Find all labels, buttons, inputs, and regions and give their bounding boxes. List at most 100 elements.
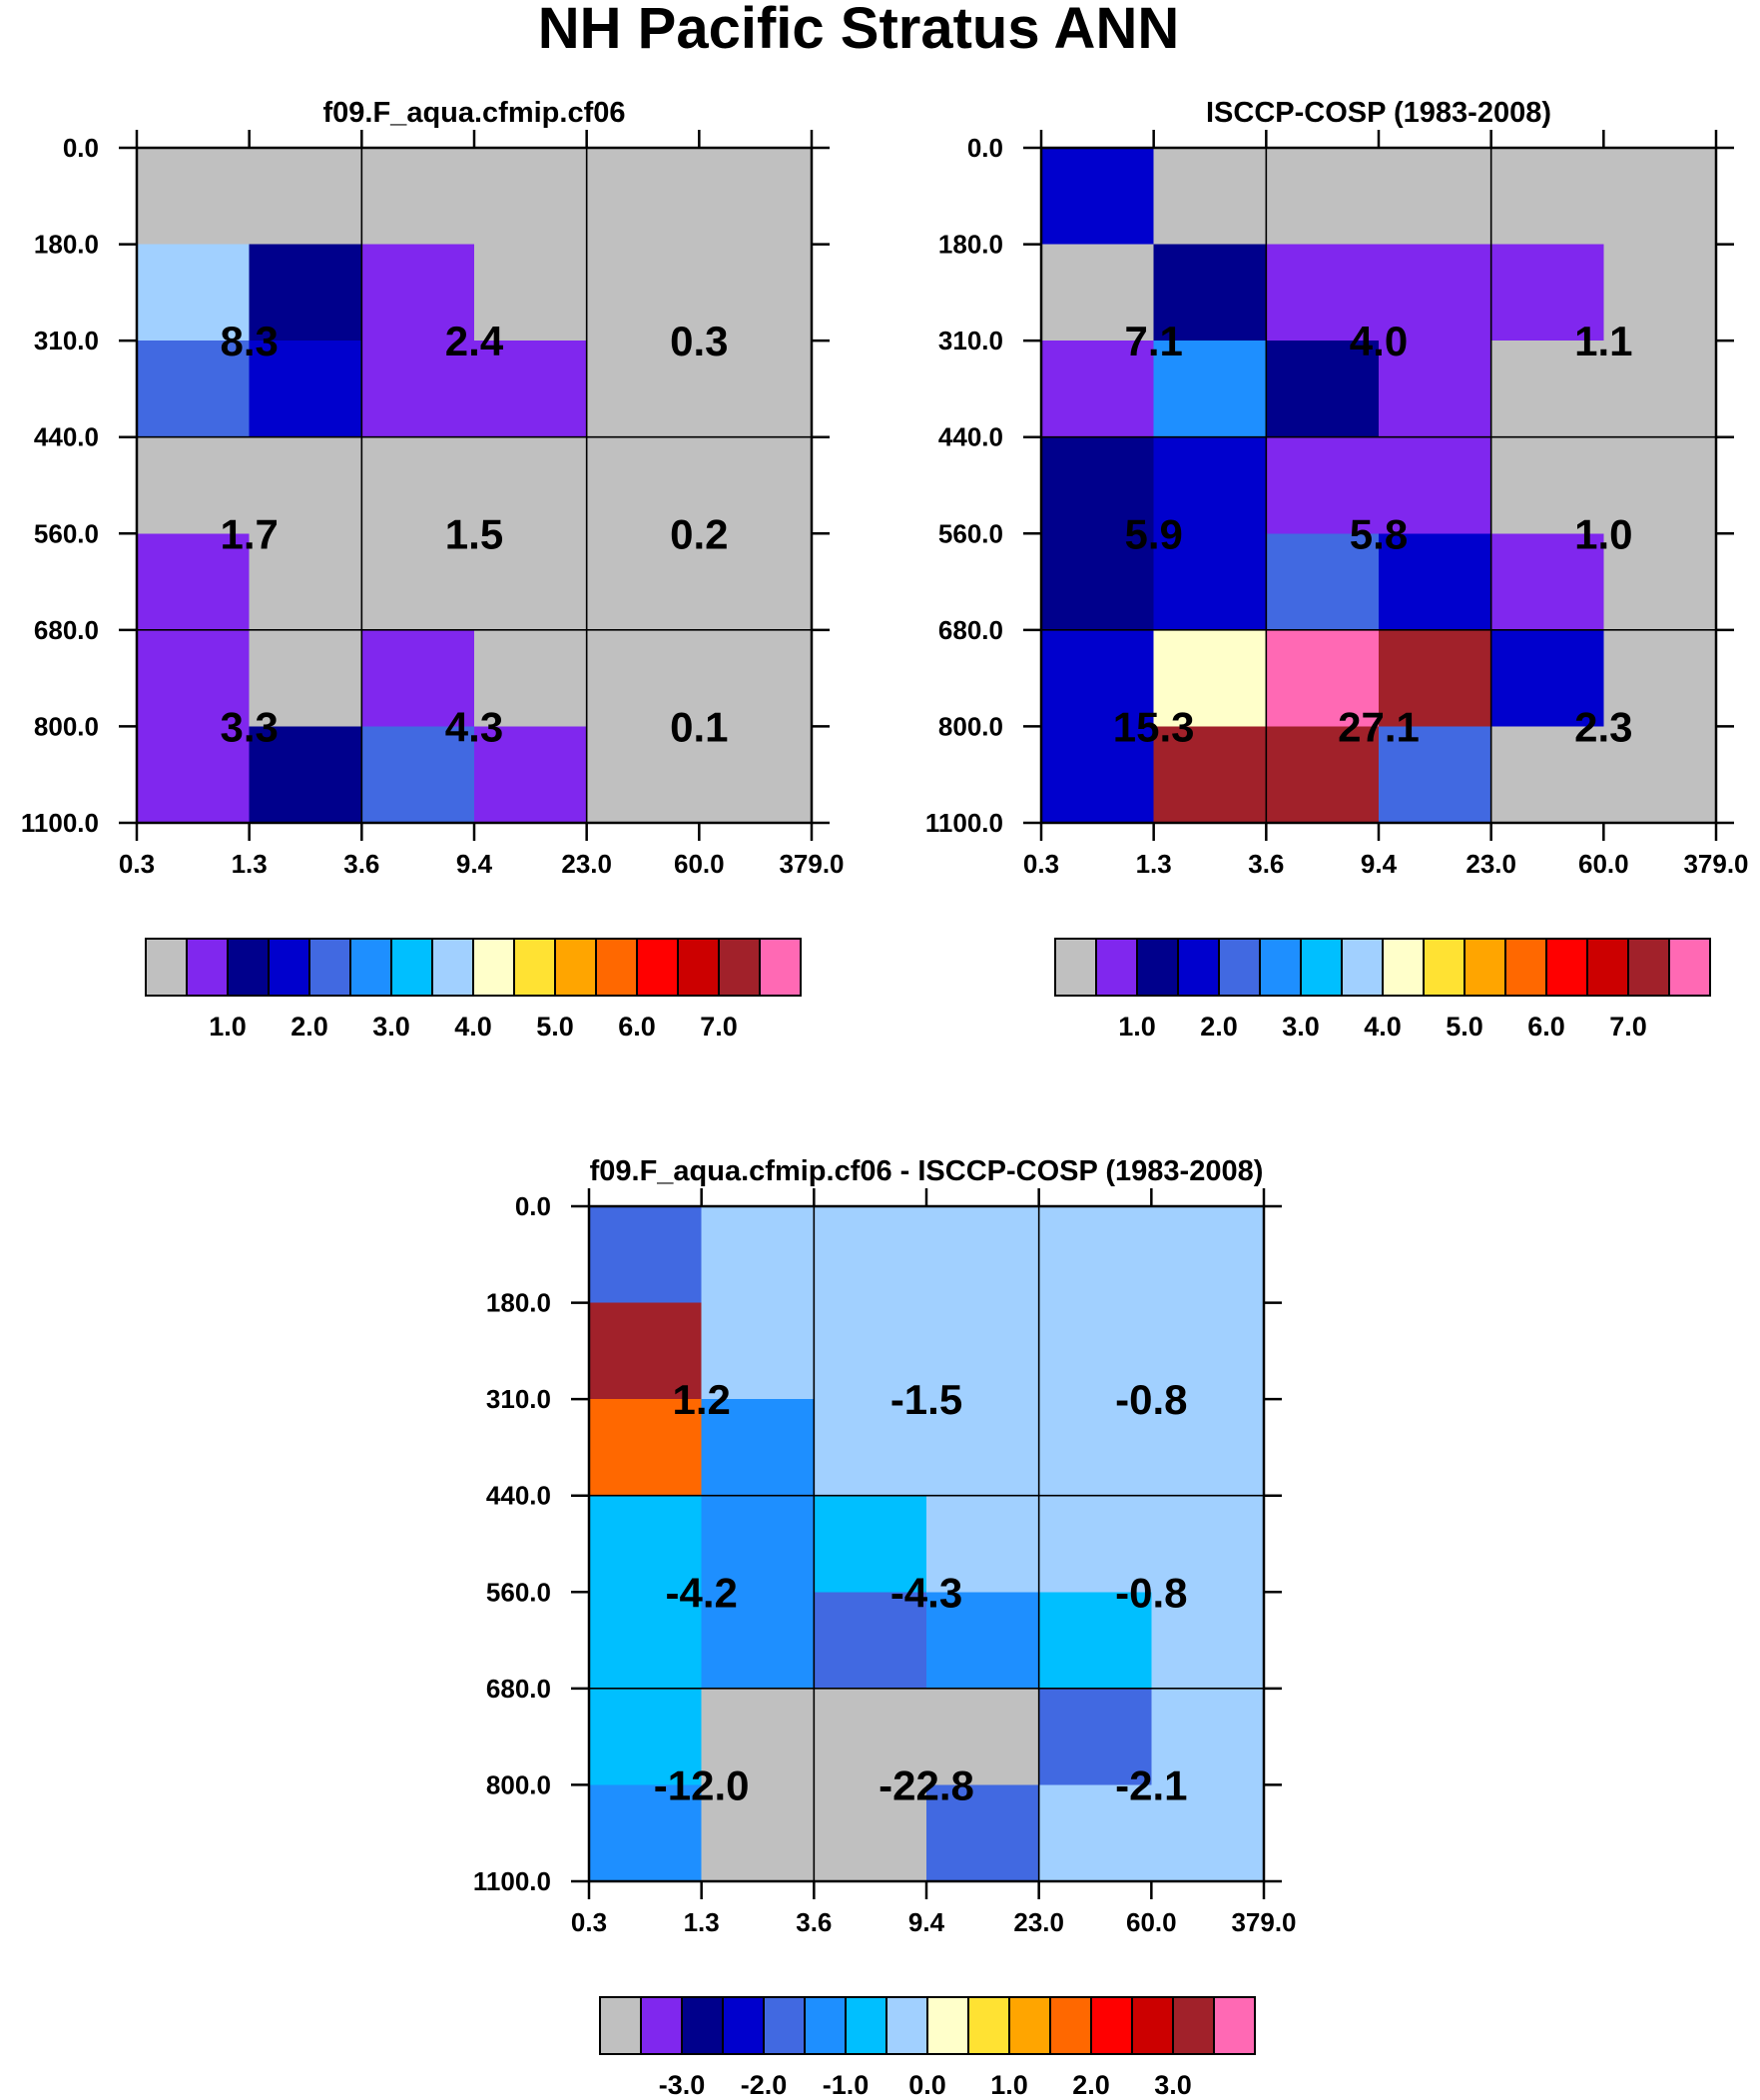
- y-tick-label: 1100.0: [473, 1866, 551, 1896]
- panel-2-colorbar-swatch: [1504, 938, 1547, 997]
- panel-3-cell: [814, 1592, 927, 1690]
- panel-3-value-label: -1.5: [890, 1376, 962, 1423]
- panel-3-cell: [926, 1784, 1040, 1882]
- x-tick-label: 0.3: [119, 849, 155, 879]
- panel-1-cell: [586, 148, 700, 246]
- y-tick-label: 310.0: [486, 1384, 551, 1414]
- panel-1-cell: [474, 244, 588, 342]
- panel-2-cell: [1603, 341, 1717, 438]
- panel-3-cell: [1151, 1399, 1265, 1497]
- panel-3-cell: [1038, 1399, 1152, 1497]
- panel-3-colorbar-swatch: [1049, 1996, 1092, 2055]
- x-tick-label: 1.3: [1136, 849, 1172, 879]
- y-tick-label: 680.0: [34, 615, 99, 645]
- panel-1-colorbar-label: 4.0: [454, 1012, 492, 1042]
- panel-3-value-label: -2.1: [1115, 1761, 1187, 1808]
- x-tick-label: 23.0: [1466, 849, 1516, 879]
- panel-2-colorbar-swatch: [1627, 938, 1670, 997]
- panel-1-cell: [249, 436, 362, 534]
- panel-3-value-label: -12.0: [654, 1761, 750, 1808]
- panel-1-cell: [249, 726, 362, 824]
- y-tick-label: 1100.0: [21, 808, 99, 838]
- panel-1-cell: [361, 341, 475, 438]
- y-tick-label: 180.0: [938, 230, 1003, 260]
- panel-1-cell: [361, 629, 475, 728]
- panel-1-cell: [699, 726, 813, 824]
- panel-3-cell: [814, 1302, 927, 1400]
- panel-2-cell: [1490, 726, 1604, 824]
- panel-1-cell: [249, 629, 362, 728]
- panel-3-cell: [701, 1784, 815, 1882]
- x-tick-label: 379.0: [779, 849, 844, 879]
- x-tick-label: 379.0: [1683, 849, 1748, 879]
- panel-3-cell: [701, 1592, 815, 1690]
- panel-2-cell: [1379, 341, 1492, 438]
- x-tick-label: 3.6: [1248, 849, 1284, 879]
- panel-3-cell: [1038, 1784, 1152, 1882]
- panel-3-cell: [589, 1784, 703, 1882]
- panel-1-cell: [699, 148, 813, 246]
- panel-2-cell: [1603, 629, 1717, 728]
- panel-3-value-label: -4.3: [890, 1569, 962, 1616]
- panel-3-cell: [1151, 1784, 1265, 1882]
- panel-3-cell: [589, 1206, 703, 1304]
- panel-2-cell: [1490, 629, 1604, 728]
- panel-1-colorbar-swatch: [145, 938, 188, 997]
- panel-3-cell: [814, 1688, 927, 1786]
- panel-1-value-label: 0.2: [670, 510, 728, 557]
- panel-1-value-label: 1.5: [445, 510, 503, 557]
- panel-3-cell: [814, 1206, 927, 1304]
- panel-1-cell: [137, 629, 251, 728]
- x-tick-label: 9.4: [908, 1907, 945, 1937]
- panel-3-cell: [814, 1399, 927, 1497]
- panel-3-cell: [1038, 1592, 1152, 1690]
- panel-3-colorbar-swatch: [845, 1996, 887, 2055]
- panel-2-colorbar-swatch: [1464, 938, 1506, 997]
- panel-3-colorbar-swatch: [804, 1996, 847, 2055]
- panel-3-colorbar-swatch: [722, 1996, 765, 2055]
- panel-1-colorbar-swatch: [227, 938, 270, 997]
- panel-1-colorbar-swatch: [186, 938, 229, 997]
- panel-3-cell: [1151, 1495, 1265, 1593]
- panel-2-colorbar-label: 2.0: [1200, 1012, 1238, 1042]
- panel-2-cell: [1153, 148, 1267, 246]
- panel-3-cell: [701, 1399, 815, 1497]
- y-tick-label: 440.0: [938, 422, 1003, 452]
- y-tick-label: 440.0: [34, 422, 99, 452]
- panel-3-value-label: -0.8: [1115, 1569, 1187, 1616]
- panel-1-cell: [586, 629, 700, 728]
- panel-3-colorbar-swatch: [1172, 1996, 1215, 2055]
- panel-1-colorbar-swatch: [759, 938, 802, 997]
- panel-1-cell: [249, 148, 362, 246]
- panel-1-cell: [699, 436, 813, 534]
- panel-2-cell: [1266, 533, 1380, 631]
- panel-1-cell: [361, 148, 475, 246]
- panel-2-cell: [1379, 436, 1492, 534]
- panel-2-cell: [1266, 726, 1380, 824]
- panel-1-cell: [137, 533, 251, 631]
- panel-1-cell: [586, 726, 700, 824]
- y-tick-label: 0.0: [967, 133, 1003, 163]
- panel-1-colorbar-swatch: [554, 938, 597, 997]
- panel-3-colorbar-swatch: [967, 1996, 1010, 2055]
- panel-1-colorbar-label: 1.0: [209, 1012, 247, 1042]
- panel-1-colorbar-label: 7.0: [700, 1012, 738, 1042]
- x-tick-label: 23.0: [1013, 1907, 1064, 1937]
- panel-1-colorbar-swatch: [268, 938, 310, 997]
- y-tick-label: 1100.0: [925, 808, 1003, 838]
- panel-3-cell: [1038, 1302, 1152, 1400]
- panel-2-colorbar-swatch: [1218, 938, 1261, 997]
- panel-3-cell: [589, 1592, 703, 1690]
- panel-2-cell: [1041, 629, 1155, 728]
- panel-1-cell: [137, 436, 251, 534]
- y-tick-label: 800.0: [938, 711, 1003, 741]
- panel-2-cell: [1041, 533, 1155, 631]
- panel-3-cell: [926, 1688, 1040, 1786]
- panel-2-value-label: 2.3: [1574, 703, 1632, 750]
- panel-3-colorbar-label: 3.0: [1154, 2070, 1192, 2100]
- x-tick-label: 60.0: [1126, 1907, 1177, 1937]
- panel-1-colorbar-swatch: [390, 938, 433, 997]
- panel-2-cell: [1153, 533, 1267, 631]
- panel-1-colorbar-label: 3.0: [372, 1012, 410, 1042]
- panel-2-colorbar-swatch: [1136, 938, 1179, 997]
